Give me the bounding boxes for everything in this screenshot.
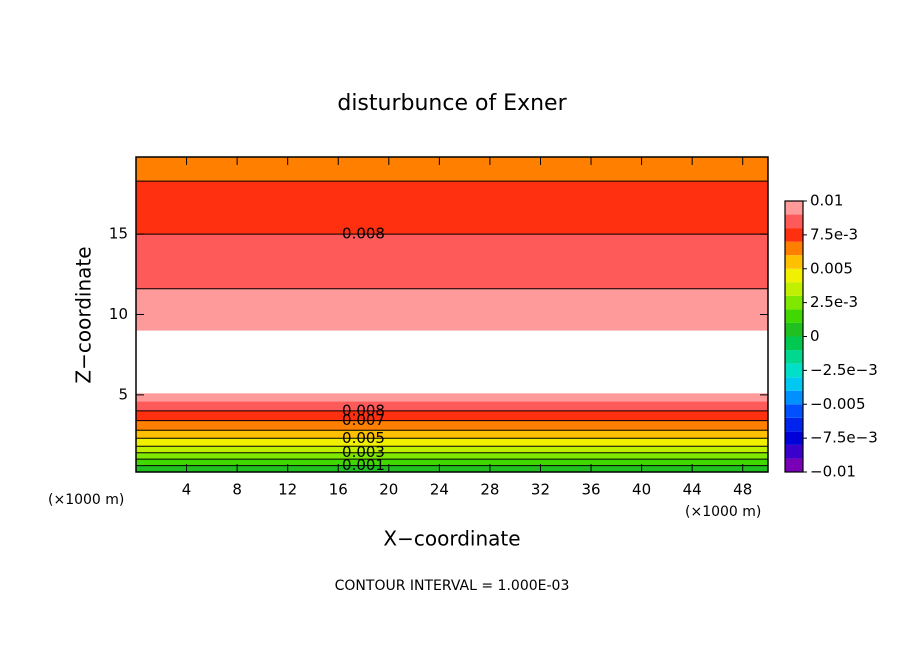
band xyxy=(136,459,768,466)
colorbar-tick-label: 0.01 xyxy=(810,192,843,210)
colorbar-cell xyxy=(785,377,803,391)
band xyxy=(136,393,768,402)
colorbar-tick-label: −0.01 xyxy=(810,463,856,481)
colorbar-cell xyxy=(785,336,803,351)
contour-label: 0.008 xyxy=(342,225,385,243)
x-tick-label: 44 xyxy=(683,481,702,499)
colorbar-cell xyxy=(785,444,803,459)
contour-label: 0.001 xyxy=(342,456,385,474)
y-tick-label: 5 xyxy=(118,385,128,403)
band xyxy=(136,446,768,453)
y-unit: (×1000 m) xyxy=(48,492,124,508)
colorbar-tick-label: 0.005 xyxy=(810,259,853,277)
band xyxy=(136,420,768,431)
band xyxy=(136,330,768,394)
x-unit: (×1000 m) xyxy=(685,504,761,520)
chart-title: disturbunce of Exner xyxy=(337,91,567,116)
band xyxy=(136,288,768,331)
colorbar-cell xyxy=(785,201,803,215)
contour-label: 0.008 xyxy=(342,401,385,419)
y-tick-label: 10 xyxy=(109,305,128,323)
x-tick-label: 48 xyxy=(733,481,752,499)
colorbar-cell xyxy=(785,350,803,364)
colorbar-cell xyxy=(785,363,803,378)
colorbar-cell xyxy=(785,282,803,296)
colorbar-cell xyxy=(785,417,803,432)
band xyxy=(136,181,768,235)
colorbar-tick-label: −7.5e−3 xyxy=(810,429,878,447)
colorbar-cell xyxy=(785,268,803,283)
colorbar-cell xyxy=(785,241,803,256)
band xyxy=(136,452,768,460)
band xyxy=(136,157,768,182)
x-tick-label: 40 xyxy=(632,481,651,499)
x-tick-label: 28 xyxy=(480,481,499,499)
band xyxy=(136,438,768,447)
colorbar-cell xyxy=(785,214,803,229)
colorbar-cell xyxy=(785,309,803,323)
colorbar-tick-label: 2.5e-3 xyxy=(810,293,858,311)
colorbar-tick-label: 0 xyxy=(810,327,820,345)
x-tick-label: 16 xyxy=(329,481,348,499)
x-tick-label: 36 xyxy=(581,481,600,499)
x-tick-label: 12 xyxy=(278,481,297,499)
contour-label: 0.005 xyxy=(342,429,385,447)
colorbar-cell xyxy=(785,404,803,418)
colorbar-cell xyxy=(785,390,803,405)
y-tick-label: 15 xyxy=(109,225,128,243)
colorbar-tick-label: −0.005 xyxy=(810,395,866,413)
band xyxy=(136,465,768,472)
x-tick-label: 32 xyxy=(531,481,550,499)
x-tick-label: 4 xyxy=(182,481,192,499)
colorbar-tick-label: −2.5e−3 xyxy=(810,361,878,379)
x-tick-label: 8 xyxy=(232,481,242,499)
band xyxy=(136,234,768,289)
band xyxy=(136,430,768,439)
colorbar-cell xyxy=(785,322,803,337)
colorbar-cell xyxy=(785,458,803,472)
contour-label: 0.007 xyxy=(342,411,385,429)
colorbar-cell xyxy=(785,255,803,269)
band xyxy=(136,410,768,421)
y-axis-label: Z−coordinate xyxy=(72,246,96,383)
footer: CONTOUR INTERVAL = 1.000E-03 xyxy=(335,578,570,594)
x-tick-label: 20 xyxy=(379,481,398,499)
contour-label: 0.003 xyxy=(342,443,385,461)
colorbar-tick-label: 7.5e-3 xyxy=(810,225,858,243)
colorbar-cell xyxy=(785,295,803,310)
band xyxy=(136,401,768,411)
x-axis-label: X−coordinate xyxy=(383,527,520,551)
colorbar-cell xyxy=(785,431,803,445)
colorbar-cell xyxy=(785,228,803,242)
x-tick-label: 24 xyxy=(430,481,449,499)
